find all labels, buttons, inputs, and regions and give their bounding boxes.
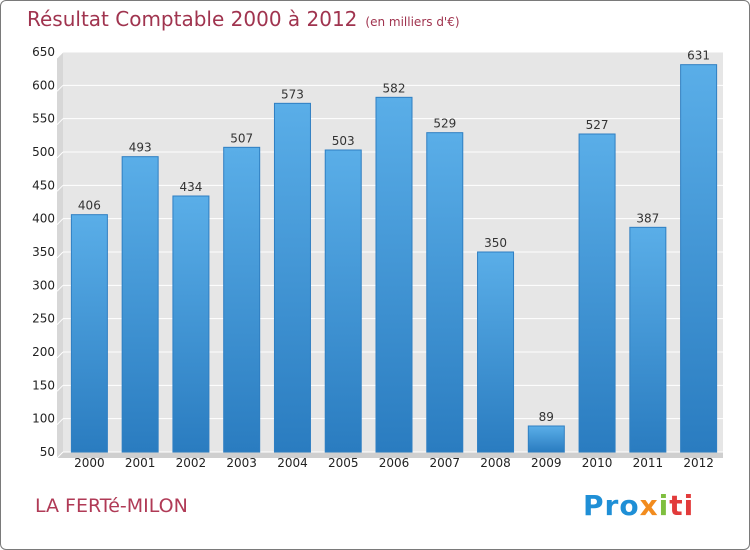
data-label-2010: 527 [586, 118, 609, 132]
plot-floor [57, 452, 723, 458]
y-tick-label: 650 [32, 45, 55, 59]
y-tick-label: 450 [32, 178, 55, 192]
x-tick-label-2001: 2001 [125, 456, 156, 470]
y-tick-label: 350 [32, 245, 55, 259]
x-tick-label-2011: 2011 [633, 456, 664, 470]
x-tick-label-2008: 2008 [480, 456, 511, 470]
bar-2004 [273, 102, 311, 453]
logo-part-4: ti [669, 489, 695, 522]
bar-2008 [477, 251, 515, 453]
data-label-2012: 631 [687, 49, 710, 63]
data-label-2002: 434 [179, 180, 202, 194]
x-tick-label-2000: 2000 [74, 456, 105, 470]
y-tick-label: 250 [32, 312, 55, 326]
gridline-side [56, 251, 64, 259]
data-label-2004: 573 [281, 87, 304, 101]
x-tick-label-2005: 2005 [328, 456, 359, 470]
x-tick-label-2002: 2002 [176, 456, 207, 470]
bar-2007 [426, 132, 464, 453]
plot-area: 50 100 150 200 250 300 350 400 450 500 550 600 650 40… [32, 45, 723, 470]
x-tick-label-2007: 2007 [429, 456, 460, 470]
chart-subtitle: (en milliers d'€) [365, 15, 460, 29]
data-label-2005: 503 [332, 134, 355, 148]
y-tick-label: 100 [32, 412, 55, 426]
gridline-side [56, 351, 64, 359]
gridline-side [56, 184, 64, 192]
chart-title: Résultat Comptable 2000 à 2012 (en millie… [27, 7, 460, 31]
y-tick-label: 150 [32, 378, 55, 392]
bar-2010 [578, 133, 616, 453]
gridline-side [56, 218, 64, 226]
y-tick-label: 200 [32, 345, 55, 359]
gridline-side [56, 51, 64, 59]
x-tick-label-2003: 2003 [226, 456, 257, 470]
x-tick-label-2010: 2010 [582, 456, 613, 470]
bar-2006 [375, 96, 413, 453]
data-label-2000: 406 [78, 199, 101, 213]
gridline-side [56, 318, 64, 326]
town-name: LA FERTé-MILON [35, 495, 188, 517]
bar-2011 [629, 226, 667, 453]
gridline-side [56, 151, 64, 159]
y-tick-label: 300 [32, 278, 55, 292]
y-tick-label: 600 [32, 78, 55, 92]
bar-2009 [527, 425, 565, 453]
x-tick-label-2004: 2004 [277, 456, 308, 470]
bar-2001 [121, 156, 159, 453]
bar-2012 [680, 64, 718, 453]
bar-2005 [324, 149, 362, 453]
data-label-2001: 493 [129, 141, 152, 155]
logo-part-2: x [639, 489, 659, 522]
gridline-side [56, 384, 64, 392]
gridline-side [56, 118, 64, 126]
y-tick-label: 550 [32, 112, 55, 126]
bar-2000 [70, 214, 108, 453]
gridline-side [56, 84, 64, 92]
data-label-2008: 350 [484, 236, 507, 250]
y-tick-label: 400 [32, 212, 55, 226]
gridline-side [56, 418, 64, 426]
data-label-2006: 582 [383, 81, 406, 95]
bar-2003 [223, 146, 261, 453]
chart-title-text: Résultat Comptable 2000 à 2012 [27, 7, 358, 31]
x-tick-label-2009: 2009 [531, 456, 562, 470]
proxiti-logo: Proxiti [583, 489, 694, 522]
bar-2002 [172, 195, 210, 453]
data-label-2007: 529 [433, 117, 456, 131]
logo-part-3: i [658, 489, 670, 522]
logo-part-1: Pro [583, 489, 640, 522]
gridline-side [56, 284, 64, 292]
gridline-side [56, 451, 64, 459]
y-tick-label: 50 [40, 445, 55, 459]
y-tick-label: 500 [32, 145, 55, 159]
x-tick-label-2012: 2012 [683, 456, 714, 470]
x-tick-label-2006: 2006 [379, 456, 410, 470]
data-label-2003: 507 [230, 131, 253, 145]
data-label-2011: 387 [636, 211, 659, 225]
data-label-2009: 89 [539, 410, 554, 424]
